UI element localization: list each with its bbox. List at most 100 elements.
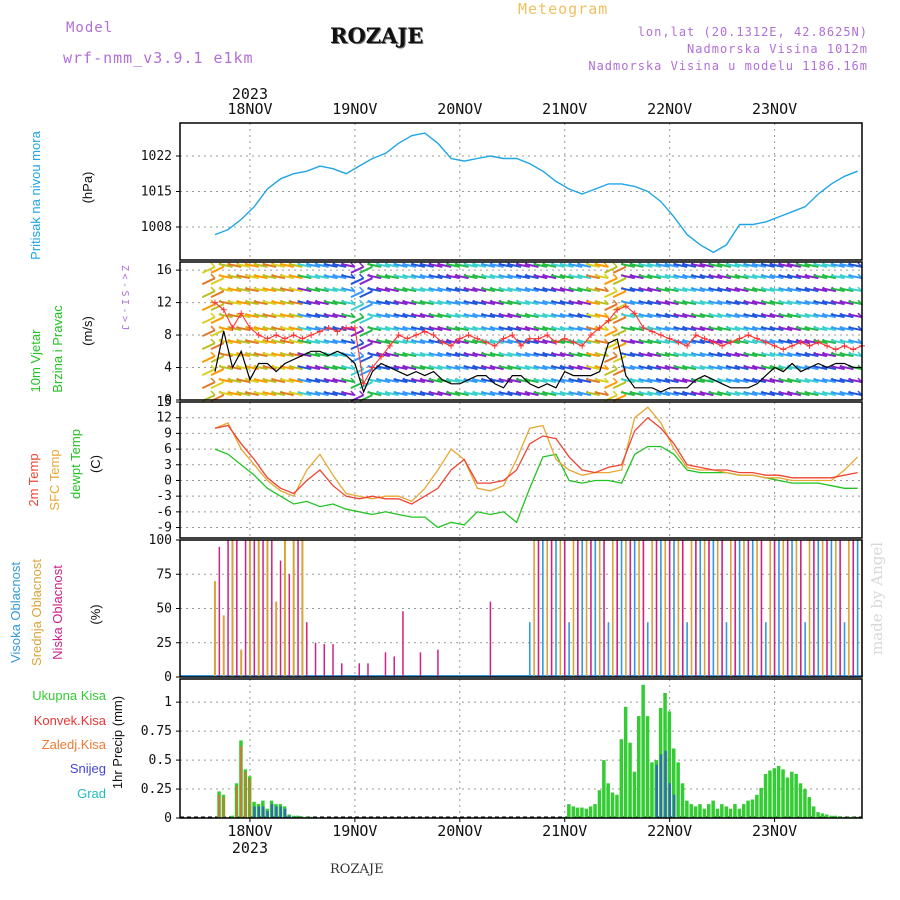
wind-barb: [236, 352, 251, 358]
wind-barb-head: [350, 273, 356, 279]
wind-barb: [664, 326, 679, 332]
wind-barb: [778, 326, 793, 332]
wind-barb: [201, 277, 216, 286]
wind-barb: [270, 313, 286, 319]
wind-barb: [419, 274, 434, 280]
wind-barb: [734, 274, 749, 280]
wind-barb: [577, 352, 592, 358]
footer-station: ROZAJE: [330, 862, 384, 877]
wind-barb: [437, 352, 452, 358]
wind-barb: [323, 378, 338, 384]
wind-direction-marker: [351, 324, 358, 331]
wind-barb: [428, 287, 443, 293]
wind-barb: [533, 274, 548, 280]
wind-barb: [227, 287, 242, 293]
wind-barb: [445, 287, 461, 293]
wind-direction-marker: [666, 335, 673, 342]
wind-barb: [760, 365, 775, 371]
wind-barb: [270, 365, 286, 371]
wind-barb: [638, 365, 653, 371]
wind-barb: [498, 378, 513, 384]
wind-barb: [559, 391, 574, 397]
wind-barb: [664, 274, 679, 280]
x-bottom-tick-label: 19NOV: [332, 822, 377, 840]
wind-barb: [778, 313, 793, 319]
wind-direction-marker: [273, 332, 280, 339]
precip-snow-bar: [288, 815, 291, 818]
panel-frame: [179, 539, 863, 678]
wind-barb: [314, 352, 329, 358]
wind-barb: [384, 391, 399, 397]
wind-barb: [279, 274, 294, 280]
wind-barb: [778, 378, 793, 384]
coords-label: lon,lat (20.1312E, 42.8625N): [637, 25, 868, 39]
wind-barb-head: [210, 262, 216, 268]
wind-barb: [716, 263, 732, 268]
wind-barb: [489, 287, 504, 293]
precip-total-bar: [693, 806, 698, 818]
precip-total-bar: [632, 771, 637, 818]
wind-barb: [550, 365, 565, 371]
wind-barb: [585, 339, 600, 345]
precip-total-bar: [707, 804, 711, 818]
wind-barb: [393, 378, 408, 384]
wind-direction-marker: [369, 364, 376, 371]
wind-barb: [463, 391, 478, 397]
wind-barb-head: [612, 325, 618, 331]
wind-barb: [367, 391, 382, 397]
wind-barb: [533, 300, 548, 306]
precip-total-bar: [724, 806, 728, 818]
precip-total-bar: [685, 800, 689, 818]
wind-barb-head: [350, 377, 356, 383]
wind-barb: [218, 287, 233, 293]
wind-barb: [463, 274, 478, 280]
wind-barb: [498, 326, 513, 332]
wind-barb: [813, 391, 828, 397]
wind-barb: [629, 274, 644, 280]
y-tick-label: 9: [164, 426, 172, 441]
wind-barb: [393, 263, 408, 268]
wind-barb: [323, 263, 338, 268]
precip-total-bar: [623, 706, 628, 818]
axes-layer: [176, 122, 863, 822]
wind-barb: [813, 300, 828, 306]
wind-barb: [218, 313, 233, 319]
cloud-mid-label: Srednja Oblacnost: [29, 559, 44, 666]
wind-barb: [629, 391, 644, 397]
wind-barb: [638, 378, 653, 384]
wind-barb: [690, 365, 705, 371]
wind-barb: [288, 313, 303, 319]
wind-barb: [410, 263, 426, 268]
precip-convective-bar: [240, 746, 243, 818]
wind-barb: [437, 326, 452, 332]
wind-barb: [594, 339, 609, 345]
wind-barb: [848, 378, 863, 384]
wind-barb: [305, 391, 321, 397]
wind-barb: [419, 378, 434, 384]
wind-barb: [786, 313, 802, 319]
wind-barb: [201, 342, 216, 351]
wind-barb: [515, 339, 530, 345]
wind-barb: [480, 274, 496, 280]
wind-barb: [480, 263, 496, 268]
dewpt-label: dewpt Temp: [68, 429, 83, 499]
wind-barb: [218, 263, 233, 268]
wind-barb: [655, 339, 670, 345]
wind-direction-marker: [710, 339, 717, 346]
wind-barb: [454, 365, 469, 371]
wind-barb: [655, 378, 670, 384]
wind-barb: [559, 313, 574, 319]
wind-direction-marker: [832, 346, 839, 353]
wind-barb: [804, 274, 819, 280]
precip-snow-bar: [673, 794, 676, 818]
wind-barb: [830, 313, 845, 319]
wind-barb: [253, 274, 268, 280]
wind-direction-marker: [701, 335, 708, 342]
y-tick-label: 3: [164, 458, 172, 473]
wind-barb: [480, 326, 496, 332]
wind-barb: [445, 274, 461, 280]
wind-barb: [507, 300, 522, 306]
y-tick-label: 1015: [141, 185, 172, 200]
wind-barb: [716, 313, 732, 319]
wind-barb: [577, 300, 592, 306]
